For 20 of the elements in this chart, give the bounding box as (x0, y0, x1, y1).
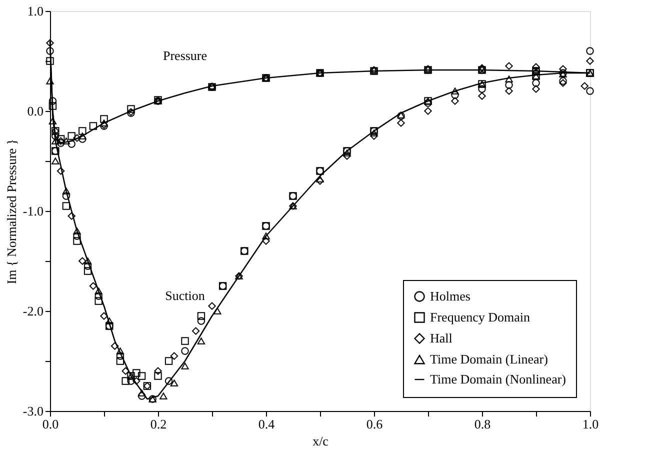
x-tick-label: 1.0 (582, 416, 599, 432)
annotation: Pressure (162, 48, 208, 63)
legend-label: Frequency Domain (430, 310, 530, 324)
legend-label: Time Domain (Linear) (430, 352, 548, 366)
annotation: Suction (165, 288, 206, 303)
legend-label: Time Domain (Nonlinear) (430, 372, 566, 386)
y-tick-label: 1.0 (27, 4, 44, 18)
x-tick-label: 0.2 (150, 416, 167, 432)
x-tick-label: 0.6 (366, 416, 384, 432)
x-tick-label: 0.4 (258, 416, 276, 432)
y-tick-label: -1.0 (22, 204, 44, 218)
y-tick-label: -3.0 (22, 404, 44, 418)
x-tick-label: 0.8 (474, 416, 491, 432)
x-axis-title: x/c (312, 434, 329, 448)
x-tick-label: 0.0 (42, 416, 59, 432)
legend-label: Hall (430, 330, 453, 346)
legend-label: Holmes (430, 288, 470, 304)
y-tick-label: 0.0 (27, 104, 44, 118)
y-axis-title: Im { Normalized Pressure } (4, 138, 19, 284)
y-tick-label: -2.0 (22, 304, 44, 318)
